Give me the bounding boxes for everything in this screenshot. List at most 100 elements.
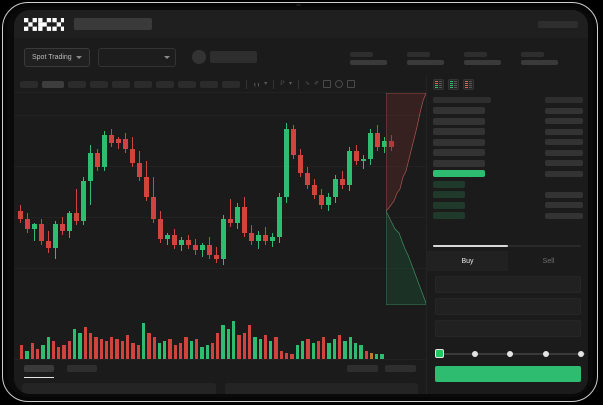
timeframe-3[interactable] [68, 80, 86, 88]
bottom-panels [14, 379, 426, 394]
orderbook-mode-asks[interactable] [463, 79, 474, 90]
volume-bar [380, 354, 384, 359]
timeframe-2[interactable] [42, 80, 64, 88]
timeframe-5[interactable] [112, 80, 130, 88]
timeframe-8[interactable] [178, 80, 196, 88]
volume-bar [306, 339, 310, 359]
tab-sell[interactable]: Sell [508, 251, 588, 271]
stat-label [350, 52, 373, 57]
depth-chart-svg [386, 93, 426, 305]
slider-stop-dot[interactable] [471, 350, 478, 357]
candlestick [305, 173, 310, 185]
timeframe-10[interactable] [222, 80, 240, 88]
indicators-chevron-icon[interactable]: ▾ [288, 81, 292, 87]
candlestick [361, 159, 366, 161]
camera-icon[interactable] [323, 80, 332, 88]
spot-trading-label: Spot Trading [32, 53, 72, 61]
amount-percent-slider[interactable] [435, 348, 585, 360]
profile-chip[interactable] [538, 20, 578, 28]
orderbook-ask-row[interactable] [433, 128, 583, 135]
volume-bar [83, 327, 87, 359]
candlestick [368, 133, 373, 159]
settings-icon[interactable] [335, 80, 344, 88]
fullscreen-icon[interactable] [347, 80, 356, 88]
slider-stop-dot[interactable] [542, 350, 549, 357]
bottom-action-1[interactable] [347, 365, 378, 372]
orderbook-mode-bids[interactable] [448, 79, 459, 90]
orderbook-scrollbar-thumb[interactable] [433, 245, 508, 247]
candle-wick [76, 189, 77, 225]
pair-select-dropdown[interactable] [97, 47, 176, 67]
tab-buy-label: Buy [461, 257, 474, 265]
candle-wick [34, 223, 35, 241]
bottom-panel-left[interactable] [22, 383, 216, 394]
okx-logo[interactable] [24, 17, 64, 31]
candlestick [326, 197, 331, 205]
timeframe-1[interactable] [20, 80, 38, 88]
pencil-icon[interactable]: ✐ [314, 81, 320, 87]
tab-sell-label: Sell [542, 257, 555, 265]
search-input[interactable] [74, 18, 152, 30]
orderbook-spread-row[interactable] [433, 170, 583, 177]
orderbook-price-bar [545, 170, 583, 177]
slider-stop-dot[interactable] [507, 350, 513, 357]
tab-order-history[interactable] [67, 365, 97, 372]
place-order-button[interactable] [435, 366, 581, 382]
tab-open-orders[interactable] [24, 365, 54, 378]
orderbook-bid-row[interactable] [433, 180, 583, 188]
order-book[interactable] [427, 93, 588, 243]
indicators-icon[interactable]: ℙ [280, 81, 285, 87]
chart-gridline [14, 166, 426, 167]
orderbook-amount-bar [433, 159, 485, 167]
orderbook-ask-row[interactable] [433, 159, 583, 167]
volume-bar [205, 345, 209, 359]
volume-bar [263, 335, 268, 359]
orderbook-amount-bar [433, 201, 465, 209]
market-header: Spot Trading [14, 38, 588, 76]
candle-type-icon[interactable]: ╻╻ [253, 81, 261, 87]
volume-bar [375, 354, 379, 359]
candlestick [200, 245, 205, 250]
orderbook-amount-bar [433, 191, 465, 198]
volume-bar [300, 341, 305, 359]
timeframe-9[interactable] [200, 80, 218, 88]
total-field[interactable] [435, 320, 581, 337]
volume-bar [226, 329, 231, 359]
volume-bar [247, 325, 252, 359]
price-field[interactable] [435, 276, 581, 293]
stat-24h-volume [521, 49, 578, 65]
orderbook-amount-bar [433, 138, 485, 146]
volume-bar [131, 343, 135, 359]
orderbook-bid-row[interactable] [433, 212, 583, 219]
timeframe-6[interactable] [134, 80, 152, 88]
candlestick [179, 240, 184, 245]
bottom-panel-right[interactable] [224, 383, 418, 394]
chevron-down-icon [75, 55, 82, 59]
candle-type-chevron-icon[interactable]: ▾ [264, 81, 268, 87]
orderbook-amount-bar [433, 149, 485, 156]
timeframe-7[interactable] [156, 80, 174, 88]
bottom-action-2[interactable] [385, 365, 416, 372]
orderbook-bid-row[interactable] [433, 201, 583, 209]
candlestick [137, 163, 142, 177]
pair-avatar [191, 50, 206, 64]
orderbook-ask-row[interactable] [433, 138, 583, 146]
orderbook-price-bar [545, 128, 583, 135]
orderbook-bid-row[interactable] [433, 191, 583, 198]
spot-trading-dropdown[interactable]: Spot Trading [24, 47, 90, 67]
orderbook-scrollbar[interactable] [433, 245, 581, 247]
volume-bar [258, 339, 262, 359]
orderbook-price-bar [545, 139, 583, 145]
timeframe-4[interactable] [90, 80, 108, 88]
orderbook-ask-row[interactable] [433, 117, 583, 125]
pair-name [209, 51, 257, 63]
candlestick-chart[interactable] [14, 93, 426, 305]
amount-field[interactable] [435, 298, 581, 315]
line-tool-icon[interactable]: ∿ [304, 81, 311, 87]
orderbook-mode-both[interactable] [433, 79, 444, 90]
orderbook-ask-row[interactable] [433, 149, 583, 156]
tab-buy[interactable]: Buy [427, 251, 508, 271]
orderbook-ask-row[interactable] [433, 107, 583, 114]
slider-handle[interactable] [435, 349, 444, 358]
slider-stop-dot[interactable] [578, 350, 584, 357]
